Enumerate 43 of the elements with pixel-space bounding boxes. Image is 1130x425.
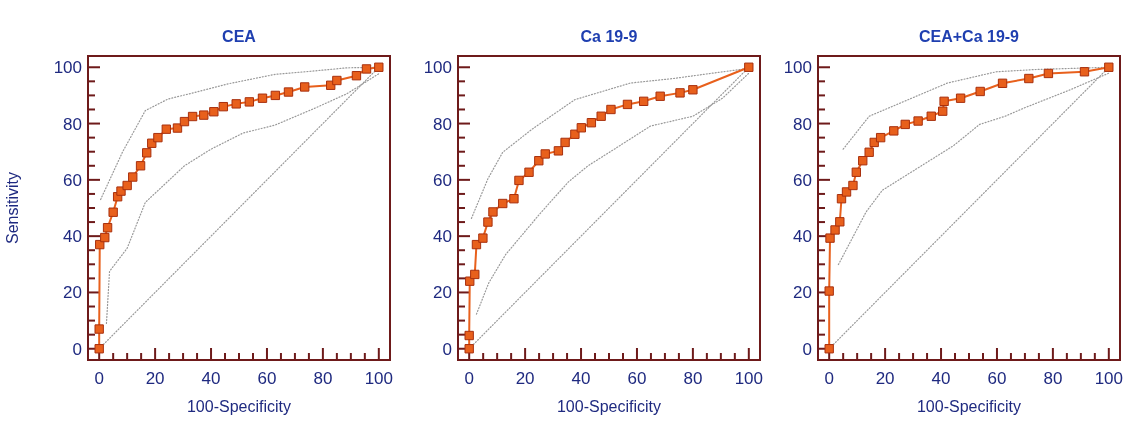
x-tick-label: 100: [734, 369, 763, 388]
y-tick-label: 60: [793, 170, 812, 190]
x-tick-label: 80: [1043, 369, 1063, 388]
x-tick-label: 100: [1094, 369, 1123, 388]
x-tick-label: 0: [824, 369, 834, 388]
x-tick-label: 100: [364, 369, 393, 388]
x-tick-label: 0: [464, 369, 474, 388]
y-tick-label: 0: [72, 339, 82, 359]
x-axis-title: 100-Specificity: [186, 398, 292, 415]
x-tick-label: 0: [94, 369, 104, 388]
chart-title: Ca 19-9: [580, 28, 638, 45]
y-tick-label: 40: [63, 227, 82, 247]
x-tick-label: 20: [875, 369, 895, 388]
y-tick-label: 60: [63, 170, 82, 190]
y-tick-label: 100: [53, 58, 82, 78]
x-tick-label: 60: [627, 369, 647, 388]
x-axis-title: 100-Specificity: [916, 398, 1022, 415]
y-tick-label: 40: [793, 227, 812, 247]
y-tick-label: 80: [433, 114, 452, 134]
x-tick-label: 80: [313, 369, 333, 388]
y-tick-label: 0: [442, 339, 452, 359]
y-tick-label: 80: [793, 114, 812, 134]
x-tick-label: 40: [931, 369, 951, 388]
y-tick-label: 60: [433, 170, 452, 190]
y-tick-label: 20: [433, 283, 452, 303]
x-tick-label: 20: [145, 369, 165, 388]
y-tick-label: 80: [63, 114, 82, 134]
y-tick-label: 100: [423, 58, 452, 78]
x-tick-label: 60: [257, 369, 277, 388]
y-axis-title: Sensitivity: [4, 171, 21, 245]
y-tick-label: 40: [433, 227, 452, 247]
x-tick-label: 80: [683, 369, 703, 388]
x-tick-label: 20: [515, 369, 535, 388]
x-axis-title: 100-Specificity: [556, 398, 662, 415]
y-tick-label: 100: [783, 58, 812, 78]
x-tick-label: 40: [201, 369, 221, 388]
x-tick-label: 40: [571, 369, 591, 388]
y-tick-label: 0: [802, 339, 812, 359]
y-tick-label: 20: [63, 283, 82, 303]
chart-title: CEA+Ca 19-9: [918, 28, 1020, 45]
x-tick-label: 60: [987, 369, 1007, 388]
chart-title: CEA: [222, 28, 257, 45]
y-tick-label: 20: [793, 283, 812, 303]
